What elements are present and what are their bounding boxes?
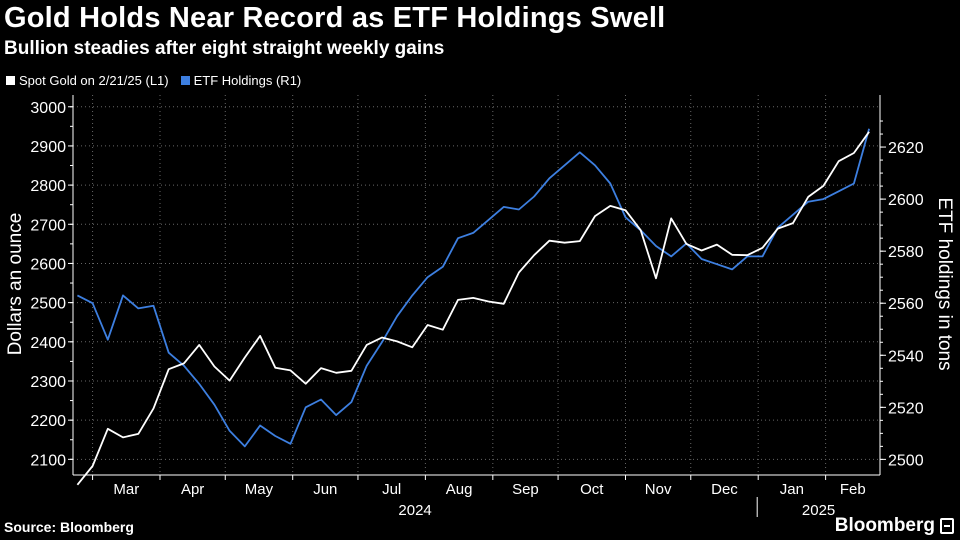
x-axis-year-label: 2025 [802,502,835,519]
x-axis-month-label: Nov [645,481,672,498]
chart-legend: Spot Gold on 2/21/25 (L1) ETF Holdings (… [6,73,301,88]
left-axis-title: Dollars an ounce [5,213,26,356]
brand-mark: Bloomberg [835,515,954,537]
right-axis-tick-label: 2620 [888,140,924,157]
right-axis-tick-label: 2600 [888,192,924,209]
left-axis-tick-label: 2500 [30,296,66,313]
legend-item-gold: Spot Gold on 2/21/25 (L1) [6,73,169,88]
x-axis-year-label: 2024 [398,502,431,519]
x-axis-month-label: Jul [382,481,401,498]
left-axis-tick-label: 3000 [30,100,66,117]
x-axis-month-label: Apr [181,481,204,498]
x-axis-month-label: Aug [446,481,473,498]
series-layer [76,128,870,486]
source-note: Source: Bloomberg [4,519,134,535]
series-line-spot-gold [76,131,870,486]
brand-name: Bloomberg [834,515,935,536]
right-axis-tick-label: 2520 [888,400,924,417]
right-axis-title: ETF holdings in tons [934,197,955,370]
right-axis-tick-label: 2540 [888,348,924,365]
legend-label-etf: ETF Holdings (R1) [193,73,302,88]
legend-swatch-gold [6,76,15,85]
x-axis-month-label: Sep [512,481,539,498]
legend-label-gold: Spot Gold on 2/21/25 (L1) [19,73,169,88]
left-axis-tick-label: 2900 [30,139,66,156]
left-axis-tick-label: 2100 [30,452,66,469]
left-axis-tick-label: 2700 [30,217,66,234]
legend-swatch-etf [180,76,190,85]
x-axis-month-label: Mar [113,481,139,498]
bloomberg-logo-icon [940,518,954,534]
left-axis-tick-label: 2800 [30,178,66,195]
x-axis-month-label: May [245,481,274,498]
right-axis-tick-label: 2560 [888,296,924,313]
grid-layer [73,95,880,475]
series-line-etf-holdings [76,128,870,448]
chart-title: Gold Holds Near Record as ETF Holdings S… [4,2,666,34]
x-axis-month-label: Dec [711,481,738,498]
x-axis-month-label: Oct [580,481,604,498]
right-axis-tick-label: 2500 [888,452,924,469]
left-axis-tick-label: 2600 [30,256,66,273]
legend-item-etf: ETF Holdings (R1) [180,73,302,88]
left-axis-tick-label: 2200 [30,413,66,430]
x-axis-month-label: Feb [840,481,866,498]
x-axis-month-label: Jan [780,481,804,498]
left-axis-tick-label: 2400 [30,335,66,352]
right-axis-tick-label: 2580 [888,244,924,261]
chart-subtitle: Bullion steadies after eight straight we… [4,38,445,59]
x-axis-month-label: Jun [313,481,337,498]
left-axis-tick-label: 2300 [30,374,66,391]
axis-layer: 2100 2200 2300 2400 2500 2600 2700 2800 2900 3000… [30,95,924,519]
